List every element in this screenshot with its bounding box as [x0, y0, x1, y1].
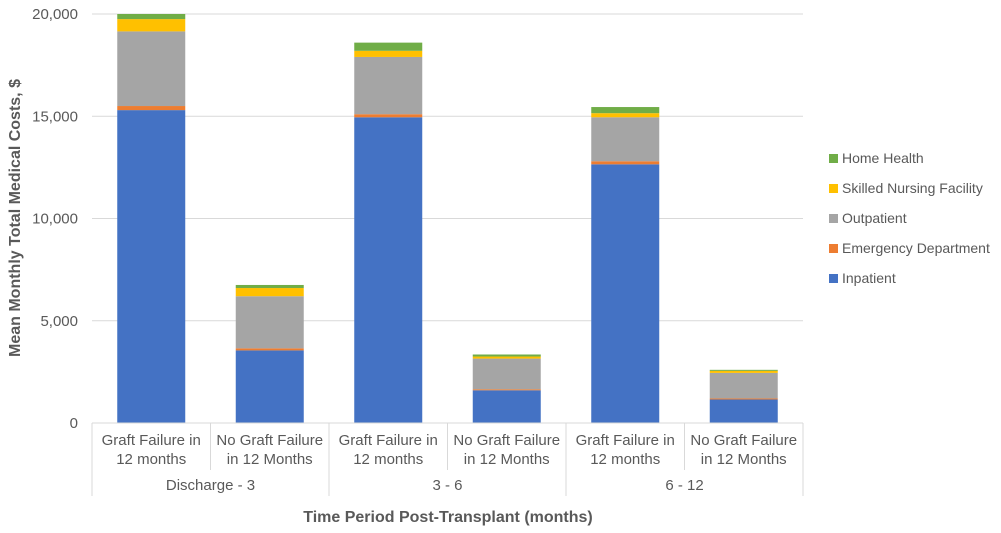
bars	[117, 14, 778, 424]
x-tick-label: Graft Failure in	[339, 432, 438, 449]
x-tick-label: Graft Failure in	[576, 432, 675, 449]
bar-segment-outpatient	[709, 372, 778, 399]
bar-segment-emergency-department	[117, 106, 186, 111]
axes: 0 5,000 10,000 15,000 20,000 Graft Failure in…	[32, 6, 804, 496]
x-tick-label: No Graft Failure	[690, 432, 797, 449]
x-axis-label: Time Period Post-Transplant (months)	[303, 509, 593, 526]
bar-segment-outpatient	[117, 31, 186, 107]
bar-segment-inpatient	[591, 164, 660, 423]
bar-segment-inpatient	[354, 117, 423, 424]
bar-segment-emergency-department	[591, 161, 660, 165]
x-tick-label: 12 months	[116, 451, 186, 468]
bar-segment-emergency-department	[354, 114, 423, 118]
x-tick-label: 12 months	[590, 451, 660, 468]
group-label: Discharge - 3	[166, 477, 255, 494]
bar-segment-skilled-nursing-facility	[709, 370, 778, 373]
legend-label: Outpatient	[842, 210, 907, 226]
x-tick-label: in 12 Months	[227, 451, 313, 468]
x-tick-label: in 12 Months	[464, 451, 550, 468]
bar-segment-emergency-department	[709, 398, 778, 400]
bar-segment-skilled-nursing-facility	[591, 113, 660, 118]
bar-segment-outpatient	[472, 358, 541, 390]
bar-segment-home-health	[117, 14, 186, 20]
legend-swatch	[829, 154, 838, 163]
group-label: 3 - 6	[432, 477, 462, 494]
bar-segment-outpatient	[354, 56, 423, 115]
gridlines	[92, 13, 803, 322]
x-tick-label: 12 months	[353, 451, 423, 468]
y-axis-label: Mean Monthly Total Medical Costs, $	[7, 79, 24, 357]
bar-segment-skilled-nursing-facility	[354, 50, 423, 57]
legend-swatch	[829, 244, 838, 253]
bar-segment-skilled-nursing-facility	[235, 288, 304, 297]
bar-segment-home-health	[709, 369, 778, 371]
bar-segment-emergency-department	[235, 348, 304, 351]
y-tick-label: 10,000	[32, 211, 78, 228]
x-tick-label: No Graft Failure	[453, 432, 560, 449]
legend-swatch	[829, 184, 838, 193]
x-tick-label: Graft Failure in	[102, 432, 201, 449]
y-tick-label: 20,000	[32, 6, 78, 23]
x-tick-label: in 12 Months	[701, 451, 787, 468]
bar-segment-inpatient	[235, 350, 304, 423]
legend-label: Inpatient	[842, 270, 896, 286]
bar-segment-emergency-department	[472, 389, 541, 391]
bar-segment-inpatient	[709, 399, 778, 423]
bar-segment-inpatient	[117, 110, 186, 424]
bar-segment-skilled-nursing-facility	[472, 356, 541, 359]
y-tick-label: 15,000	[32, 108, 78, 125]
bar-segment-home-health	[591, 107, 660, 114]
bar-segment-home-health	[235, 284, 304, 289]
bar-segment-skilled-nursing-facility	[117, 19, 186, 32]
bar-segment-inpatient	[472, 390, 541, 423]
bar-segment-outpatient	[591, 117, 660, 162]
bar-segment-home-health	[472, 354, 541, 357]
x-tick-label: No Graft Failure	[216, 432, 323, 449]
bar-segment-outpatient	[235, 296, 304, 349]
legend-label: Skilled Nursing Facility	[842, 180, 983, 196]
group-label: 6 - 12	[665, 477, 703, 494]
legend-label: Emergency Department	[842, 240, 990, 256]
y-tick-label: 5,000	[40, 313, 78, 330]
bar-segment-home-health	[354, 42, 423, 51]
legend: Home Health Skilled Nursing Facility Outpa…	[829, 150, 990, 286]
legend-swatch	[829, 214, 838, 223]
y-tick-label: 0	[70, 415, 78, 432]
legend-swatch	[829, 274, 838, 283]
legend-label: Home Health	[842, 150, 924, 166]
